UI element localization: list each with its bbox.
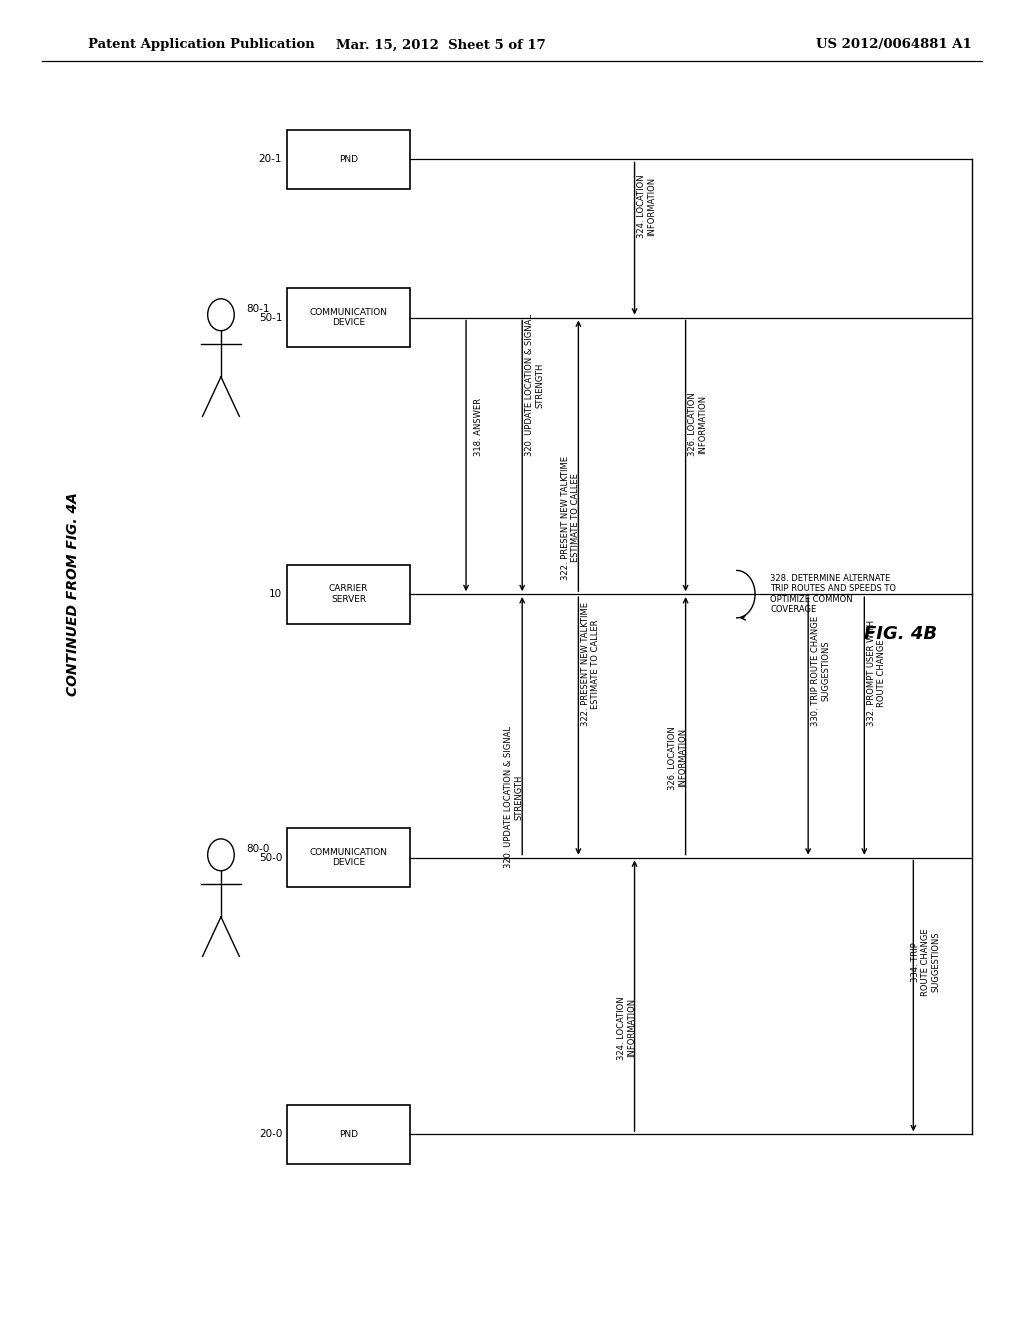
FancyBboxPatch shape xyxy=(288,129,410,189)
Text: 10: 10 xyxy=(269,589,283,599)
Text: US 2012/0064881 A1: US 2012/0064881 A1 xyxy=(816,38,972,51)
Text: FIG. 4B: FIG. 4B xyxy=(863,624,937,643)
Text: 334. TRIP
ROUTE CHANGE
SUGGESTIONS: 334. TRIP ROUTE CHANGE SUGGESTIONS xyxy=(910,928,940,995)
Text: 326. LOCATION
INFORMATION: 326. LOCATION INFORMATION xyxy=(688,392,708,455)
Text: 322. PRESENT NEW TALKTIME
ESTIMATE TO CALLEE: 322. PRESENT NEW TALKTIME ESTIMATE TO CA… xyxy=(560,455,580,579)
Text: 50-1: 50-1 xyxy=(259,313,283,322)
Text: 322. PRESENT NEW TALKTIME
ESTIMATE TO CALLER: 322. PRESENT NEW TALKTIME ESTIMATE TO CA… xyxy=(581,602,600,726)
FancyBboxPatch shape xyxy=(288,288,410,347)
Text: 20-1: 20-1 xyxy=(259,154,283,165)
Text: CONTINUED FROM FIG. 4A: CONTINUED FROM FIG. 4A xyxy=(66,492,80,696)
Text: PND: PND xyxy=(339,1130,358,1139)
Text: 80-1: 80-1 xyxy=(247,304,270,314)
FancyBboxPatch shape xyxy=(288,828,410,887)
Text: 320. UPDATE LOCATION & SIGNAL
STRENGTH: 320. UPDATE LOCATION & SIGNAL STRENGTH xyxy=(505,726,523,867)
Text: COMMUNICATION
DEVICE: COMMUNICATION DEVICE xyxy=(309,308,388,327)
Text: 326. LOCATION
INFORMATION: 326. LOCATION INFORMATION xyxy=(668,726,687,789)
Text: Patent Application Publication: Patent Application Publication xyxy=(88,38,315,51)
Text: CARRIER
SERVER: CARRIER SERVER xyxy=(329,585,369,603)
Text: 330. TRIP ROUTE CHANGE
SUGGESTIONS: 330. TRIP ROUTE CHANGE SUGGESTIONS xyxy=(811,616,830,726)
Text: COMMUNICATION
DEVICE: COMMUNICATION DEVICE xyxy=(309,847,388,867)
Text: 80-0: 80-0 xyxy=(247,845,270,854)
Text: 318. ANSWER: 318. ANSWER xyxy=(474,397,482,455)
Text: 328. DETERMINE ALTERNATE
TRIP ROUTES AND SPEEDS TO
OPTIMIZE COMMON
COVERAGE: 328. DETERMINE ALTERNATE TRIP ROUTES AND… xyxy=(770,574,896,614)
FancyBboxPatch shape xyxy=(288,565,410,624)
Text: 20-0: 20-0 xyxy=(259,1129,283,1139)
FancyBboxPatch shape xyxy=(288,1105,410,1164)
Text: 324. LOCATION
INFORMATION: 324. LOCATION INFORMATION xyxy=(637,174,656,239)
Text: 320. UPDATE LOCATION & SIGNAL
STRENGTH: 320. UPDATE LOCATION & SIGNAL STRENGTH xyxy=(524,314,544,455)
Text: PND: PND xyxy=(339,154,358,164)
Text: 324. LOCATION
INFORMATION: 324. LOCATION INFORMATION xyxy=(616,995,636,1060)
Text: 50-0: 50-0 xyxy=(259,853,283,862)
Text: Mar. 15, 2012  Sheet 5 of 17: Mar. 15, 2012 Sheet 5 of 17 xyxy=(336,38,546,51)
Text: 332. PROMPT USER WITH
ROUTE CHANGE: 332. PROMPT USER WITH ROUTE CHANGE xyxy=(867,619,887,726)
